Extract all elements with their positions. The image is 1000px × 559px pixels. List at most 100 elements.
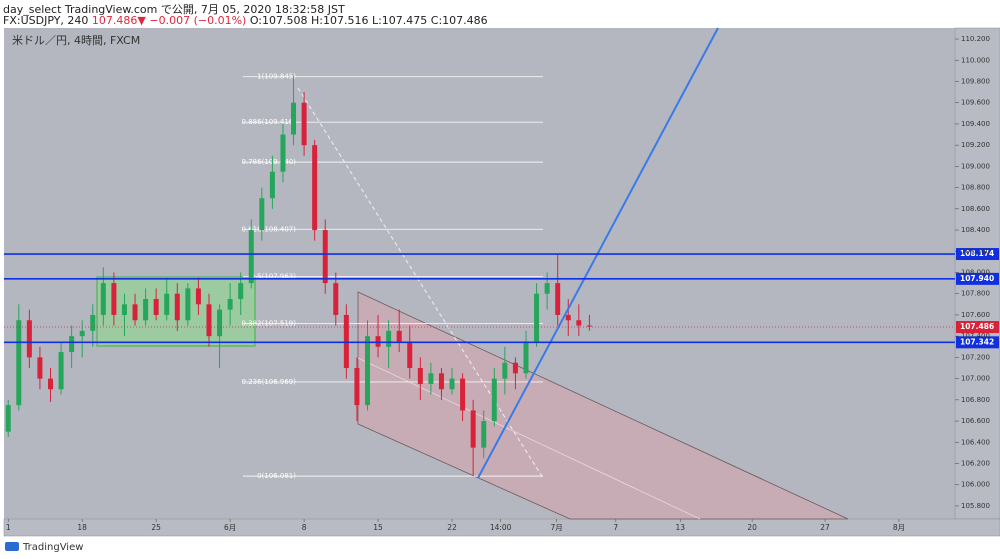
x-tick-label: 25 [151, 523, 161, 532]
y-tick-label: 107.600 [961, 311, 990, 319]
y-tick-label: 108.200 [961, 247, 990, 255]
x-tick-label: 14:00 [490, 523, 512, 532]
candle-body [364, 336, 370, 406]
y-tick-label: 107.000 [961, 375, 990, 383]
candle-body [291, 102, 297, 135]
y-tick-label: 105.800 [961, 502, 990, 510]
y-tick-label: 108.400 [961, 226, 990, 234]
channel-midline [357, 357, 701, 520]
candle-body [502, 362, 508, 379]
y-tick-label: 107.200 [961, 353, 990, 361]
candle-body [343, 314, 349, 368]
candle-body [534, 293, 540, 342]
candle-body [153, 299, 159, 315]
x-tick-label: 15 [373, 523, 383, 532]
candle-body [470, 410, 476, 448]
x-tick-label: 20 [747, 523, 757, 532]
fib-level-label: 0.236(106.969) [242, 378, 297, 386]
candle-body [333, 283, 339, 315]
candle-body [132, 304, 138, 321]
candle-body [121, 304, 127, 315]
x-tick-label: 7月 [550, 523, 562, 532]
y-tick-label: 108.000 [961, 268, 990, 276]
candle-body [555, 283, 561, 315]
y-tick-label: 108.800 [961, 184, 990, 192]
x-tick-label: 8 [302, 523, 307, 532]
price-tag-label: 107.940 [960, 274, 994, 283]
y-tick-label: 109.400 [961, 120, 990, 128]
candle-body [417, 367, 423, 384]
candle-body [90, 314, 96, 331]
price-tag [956, 336, 999, 349]
candle-body [58, 352, 64, 390]
y-tick-label: 109.800 [961, 77, 990, 85]
candle-body [174, 293, 180, 321]
candle-body [523, 341, 529, 374]
fib-level-label: 0.5(107.963) [250, 272, 296, 280]
logo-icon [5, 542, 19, 551]
x-tick-label: 13 [675, 523, 685, 532]
plot-background [4, 28, 955, 519]
price-tag-label: 107.342 [960, 337, 994, 346]
x-tick-label: 8月 [893, 523, 905, 532]
candle-body [111, 283, 117, 315]
candle-body [312, 145, 318, 231]
candle-body [185, 288, 191, 321]
candle-body [143, 299, 149, 321]
x-tick-label: 1 [6, 523, 11, 532]
candle-body [544, 283, 550, 294]
y-tick-label: 107.800 [961, 290, 990, 298]
chart-title: 米ドル／円, 4時間, FXCM [12, 34, 140, 47]
y-tick-label: 110.000 [961, 56, 990, 64]
price-tag-label: 108.174 [960, 249, 994, 258]
fib-level-label: 0.382(107.519) [242, 320, 297, 328]
y-tick-label: 108.600 [961, 205, 990, 213]
last-price-label: 107.486 [960, 322, 994, 331]
candle-body [195, 288, 201, 305]
y-tick-label: 106.800 [961, 396, 990, 404]
candle-body [47, 378, 53, 390]
candle-body [248, 230, 254, 284]
x-tick-label: 22 [447, 523, 457, 532]
y-tick-label: 109.200 [961, 141, 990, 149]
trend-line [477, 27, 719, 479]
last-change: 107.486▼ −0.007 (−0.01%) [91, 14, 247, 27]
price-tag [956, 248, 999, 261]
y-tick-label: 106.600 [961, 417, 990, 425]
candle-body [491, 378, 497, 422]
candle-body [269, 171, 275, 199]
candle-body [512, 362, 518, 374]
fib-level-label: 0.618(108.407) [242, 225, 297, 233]
candle-body [301, 102, 307, 146]
published-line: day_select TradingView.com で公開, 7月 05, 2… [3, 3, 345, 16]
fib-level-label: 0.786(109.040) [242, 158, 297, 166]
brand: TradingView [22, 542, 83, 553]
y-tick-label: 109.600 [961, 99, 990, 107]
y-tick-label: 110.200 [961, 35, 990, 43]
candle-body [322, 230, 328, 284]
candle-body [386, 330, 392, 347]
candle-body [428, 373, 434, 384]
fib-level-label: 1(109.845) [257, 73, 296, 81]
y-tick-label: 106.200 [961, 460, 990, 468]
candle-body [586, 325, 592, 327]
y-tick-label: 107.400 [961, 332, 990, 340]
fib-level-label: 0(106.081) [257, 472, 296, 480]
candle-body [37, 357, 43, 379]
candle-body [238, 283, 244, 300]
x-tick-label: 7 [613, 523, 618, 532]
candle-body [565, 314, 571, 321]
candle-body [375, 336, 381, 347]
candle-body [100, 283, 106, 315]
candle-body [280, 134, 286, 172]
candle-body [396, 330, 402, 342]
candle-body [449, 378, 455, 390]
y-tick-label: 109.000 [961, 162, 990, 170]
candle-body [79, 330, 85, 337]
candle-body [206, 304, 212, 337]
symbol: FX:USDJPY, 240 [3, 14, 89, 27]
candle-body [407, 341, 413, 368]
candle-body [354, 367, 360, 406]
candle-body [164, 293, 170, 315]
